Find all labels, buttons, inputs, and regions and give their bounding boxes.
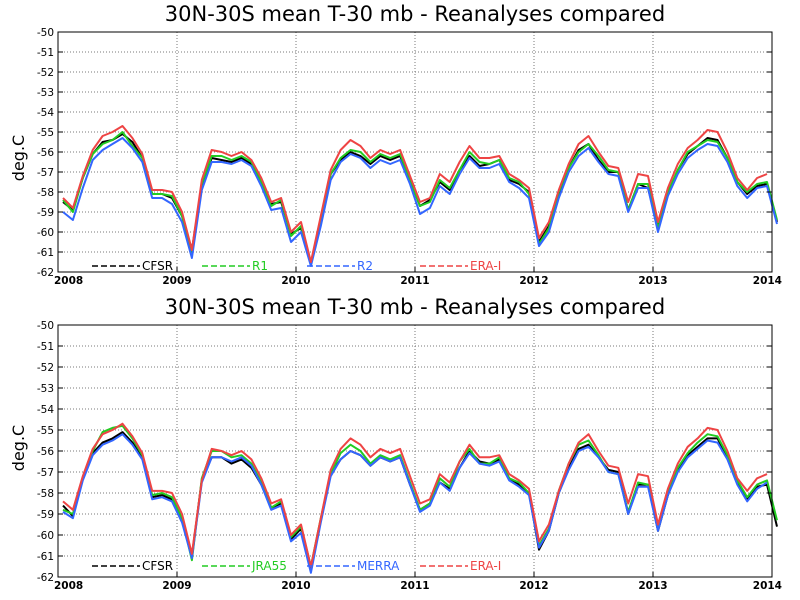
- y-tick-label: -51: [37, 47, 54, 59]
- legend-label: JRA55: [251, 559, 287, 573]
- y-tick-label: -57: [37, 467, 54, 479]
- y-tick-label: -50: [37, 320, 54, 332]
- panel-1: 30N-30S mean T-30 mb - Reanalyses compar…: [9, 2, 782, 287]
- panel-2: 30N-30S mean T-30 mb - Reanalyses compar…: [9, 295, 782, 592]
- x-tick-label: 2008: [54, 275, 83, 287]
- y-tick-label: -56: [37, 446, 54, 458]
- panel-1-y-ticks: -50 -51 -52 -53 -54 -55 -56 -57 -58 -59 -60 -61 -62: [37, 27, 772, 279]
- legend-label: ERA-I: [470, 259, 501, 273]
- y-tick-label: -54: [37, 404, 54, 416]
- legend-label: CFSR: [142, 259, 173, 273]
- panel-2-ylabel: deg.C: [9, 425, 28, 471]
- legend-label: MERRA: [357, 559, 400, 573]
- x-tick-label: 2013: [638, 275, 667, 287]
- x-tick-label: 2011: [400, 580, 429, 592]
- y-tick-label: -50: [37, 27, 54, 39]
- series-line-era-i: [62, 422, 768, 568]
- panel-1-title: 30N-30S mean T-30 mb - Reanalyses compar…: [165, 2, 665, 26]
- x-tick-label: 2010: [281, 580, 310, 592]
- x-tick-label: 2009: [162, 580, 191, 592]
- y-tick-label: -62: [37, 572, 54, 584]
- x-tick-label: 2010: [281, 275, 310, 287]
- x-tick-label: 2008: [54, 580, 83, 592]
- x-tick-label: 2012: [519, 580, 548, 592]
- x-tick-label: 2014: [753, 275, 782, 287]
- y-tick-label: -61: [37, 247, 54, 259]
- panel-1-x-ticks: 2008 2009 2010 2011 2012 2013 2014: [54, 267, 782, 287]
- y-tick-label: -52: [37, 67, 54, 79]
- y-tick-label: -51: [37, 341, 54, 353]
- panel-1-legend: CFSR R1 R2 ERA-I: [92, 259, 501, 273]
- series-line-cfsr: [62, 133, 778, 265]
- y-tick-label: -57: [37, 167, 54, 179]
- series-line-jra55: [62, 424, 778, 568]
- series-line-era-i: [62, 125, 768, 263]
- x-tick-label: 2012: [519, 275, 548, 287]
- x-tick-label: 2013: [638, 580, 667, 592]
- panel-2-grid: [58, 325, 772, 577]
- series-line-r2: [62, 137, 778, 267]
- panel-2-series: [62, 422, 778, 574]
- x-tick-label: 2011: [400, 275, 429, 287]
- x-tick-label: 2014: [753, 580, 782, 592]
- legend-label: R1: [252, 259, 268, 273]
- y-tick-label: -61: [37, 551, 54, 563]
- panel-1-ylabel: deg.C: [9, 135, 28, 181]
- panel-2-x-ticks: 2008 2009 2010 2011 2012 2013 2014: [54, 572, 782, 592]
- y-tick-label: -52: [37, 362, 54, 374]
- panel-2-legend: CFSR JRA55 MERRA ERA-I: [92, 559, 501, 573]
- y-tick-label: -54: [37, 107, 54, 119]
- y-tick-label: -55: [37, 127, 54, 139]
- y-tick-label: -58: [37, 488, 54, 500]
- panel-1-series: [62, 125, 778, 267]
- panel-2-y-ticks: -50 -51 -52 -53 -54 -55 -56 -57 -58 -59 -60 -61 -62: [37, 320, 772, 584]
- y-tick-label: -59: [37, 509, 54, 521]
- y-tick-label: -58: [37, 187, 54, 199]
- y-tick-label: -60: [37, 530, 54, 542]
- legend-label: ERA-I: [470, 559, 501, 573]
- x-tick-label: 2009: [162, 275, 191, 287]
- y-tick-label: -56: [37, 147, 54, 159]
- y-tick-label: -53: [37, 87, 54, 99]
- panel-1-grid: [58, 32, 772, 272]
- y-tick-label: -55: [37, 425, 54, 437]
- y-tick-label: -59: [37, 207, 54, 219]
- series-line-merra: [62, 433, 768, 574]
- y-tick-label: -60: [37, 227, 54, 239]
- y-tick-label: -53: [37, 383, 54, 395]
- panel-2-title: 30N-30S mean T-30 mb - Reanalyses compar…: [165, 295, 665, 319]
- y-tick-label: -62: [37, 267, 54, 279]
- legend-label: R2: [357, 259, 373, 273]
- legend-label: CFSR: [142, 559, 173, 573]
